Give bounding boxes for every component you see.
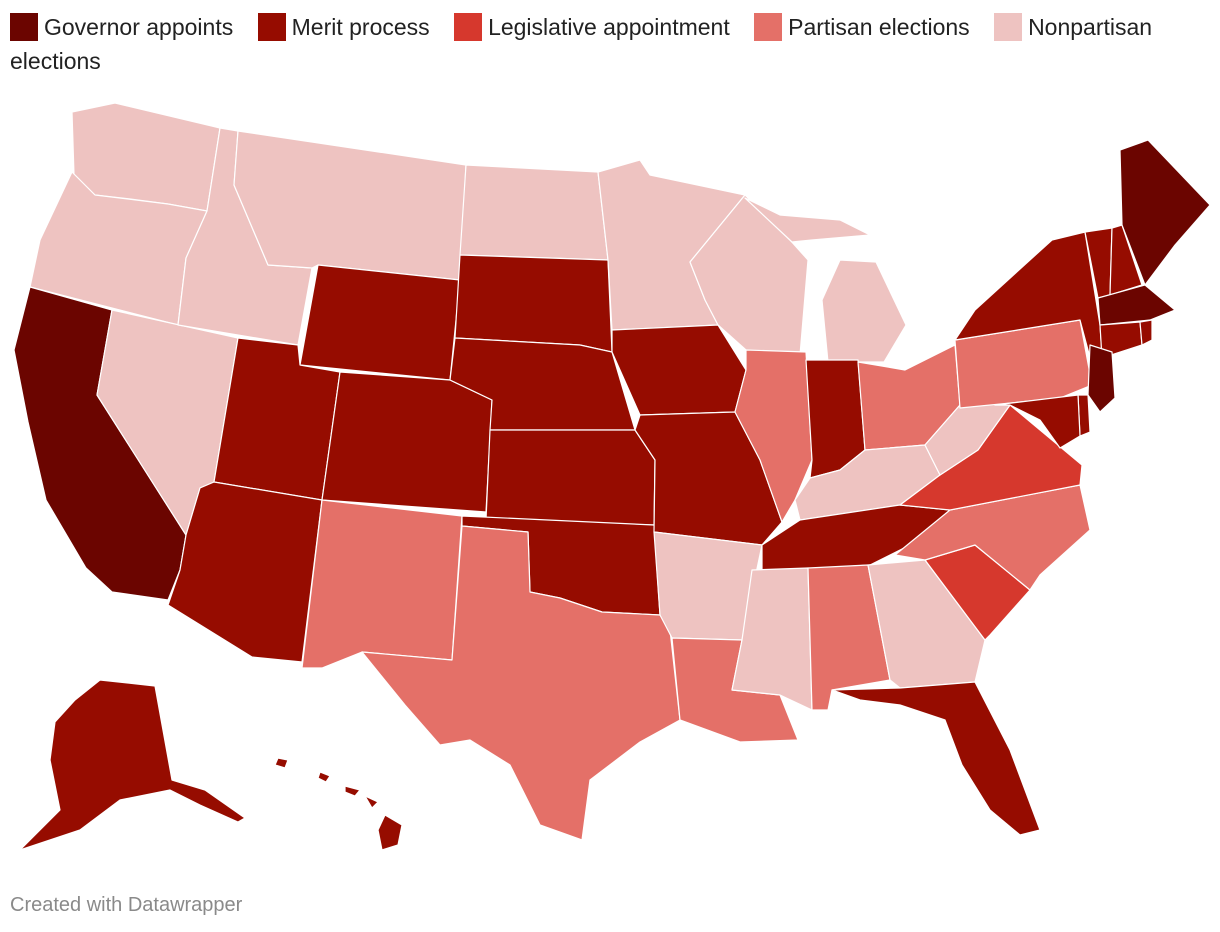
legend: Governor appoints Merit process Legislat…: [10, 10, 1210, 78]
state-ks[interactable]: [485, 429, 656, 526]
state-mt[interactable]: [233, 130, 467, 281]
state-hi[interactable]: [274, 757, 403, 851]
state-mi[interactable]: [744, 197, 907, 363]
legend-item-nonpartisan[interactable]: Nonpartisan elections: [10, 13, 1153, 74]
legend-swatch: [994, 13, 1023, 41]
state-wy[interactable]: [299, 264, 461, 381]
credit: Created with Datawrapper: [10, 894, 243, 916]
state-nj[interactable]: [1087, 344, 1116, 413]
legend-item-partisan[interactable]: Partisan elections: [754, 13, 970, 41]
state-ia[interactable]: [611, 324, 747, 416]
state-ma[interactable]: [1097, 284, 1176, 326]
state-nm[interactable]: [301, 499, 463, 669]
state-ak[interactable]: [19, 679, 246, 851]
legend-item-legislative[interactable]: Legislative appointment: [454, 13, 730, 41]
legend-swatch: [754, 13, 783, 41]
legend-label: Legislative appointment: [488, 14, 730, 40]
legend-label: Merit process: [291, 14, 430, 40]
legend-label: Governor appoints: [44, 14, 234, 40]
state-md[interactable]: [994, 394, 1081, 449]
state-nd[interactable]: [459, 164, 609, 261]
legend-swatch: [10, 13, 38, 41]
state-tx[interactable]: [361, 525, 681, 841]
legend-swatch: [257, 13, 286, 41]
state-ri[interactable]: [1139, 319, 1153, 346]
us-map: [0, 90, 1220, 870]
legend-item-governor[interactable]: Governor appoints: [10, 13, 234, 41]
state-sd[interactable]: [454, 254, 613, 353]
state-fl[interactable]: [831, 681, 1041, 836]
legend-label: Partisan elections: [788, 14, 970, 40]
legend-label: Nonpartisan elections: [10, 14, 1153, 74]
state-co[interactable]: [321, 371, 493, 513]
legend-item-merit[interactable]: Merit process: [257, 13, 430, 41]
state-me[interactable]: [1119, 139, 1211, 286]
state-nh[interactable]: [1109, 224, 1143, 296]
legend-swatch: [454, 13, 483, 41]
